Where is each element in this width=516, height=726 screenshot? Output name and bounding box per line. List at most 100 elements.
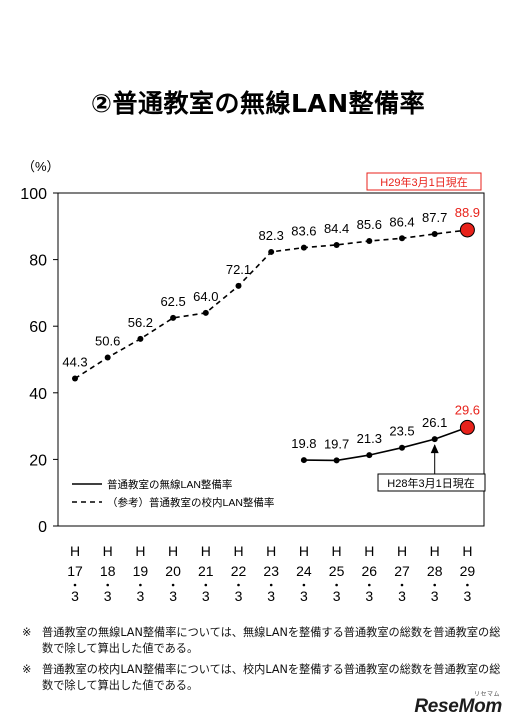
series-1-point (333, 457, 340, 464)
series-2-data-label: 56.2 (128, 315, 153, 330)
footnote-text: 普通教室の無線LAN整備率については、無線LANを整備する普通教室の総数を普通教… (42, 626, 501, 655)
x-tick-label-month: 3 (235, 588, 243, 604)
x-tick-separator (139, 583, 142, 587)
series-2-point (366, 237, 373, 244)
series-2-data-label: 87.7 (422, 210, 447, 225)
series-2-data-label: 82.3 (259, 228, 284, 243)
series-2-point (300, 244, 307, 251)
y-axis-label: （%） (22, 159, 60, 174)
x-tick-label-year: 22 (231, 563, 247, 579)
x-tick-separator (400, 583, 404, 587)
x-tick-separator (204, 583, 208, 587)
x-tick-label-era: H (168, 543, 178, 559)
x-tick-separator (466, 583, 469, 587)
x-tick-label-year: 21 (198, 563, 214, 579)
x-tick-separator (368, 583, 371, 587)
series-2-data-label: 44.3 (62, 354, 87, 369)
x-tick-label-month: 3 (169, 588, 177, 604)
series-2-data-label: 84.4 (324, 221, 349, 236)
x-tick-separator (335, 583, 338, 587)
series-1-data-label: 19.8 (291, 436, 316, 451)
footnote-1: ※ 普通教室の無線LAN整備率については、無線LANを整備する普通教室の総数を普… (22, 625, 502, 657)
x-tick-label-year: 17 (67, 563, 83, 579)
chart-title: ②普通教室の無線LAN整備率 (90, 89, 426, 118)
x-tick-label-month: 3 (202, 588, 210, 604)
x-tick-label-month: 3 (333, 588, 341, 604)
series-1-data-label: 21.3 (357, 431, 382, 446)
series-1-data-label: 19.7 (324, 436, 349, 451)
x-tick-label-month: 3 (365, 588, 373, 604)
x-tick-label-month: 3 (398, 588, 406, 604)
annotation-arrow-head (430, 444, 439, 454)
x-tick-separator (237, 583, 240, 587)
y-tick-label: 0 (38, 519, 47, 536)
y-tick-label: 60 (29, 319, 47, 336)
series-1-data-label: 23.5 (389, 424, 414, 439)
series-2-point (72, 375, 78, 382)
x-tick-label-year: 23 (263, 563, 279, 579)
x-tick-separator (106, 583, 109, 587)
footnote-text: 普通教室の校内LAN整備率については、校内LANを整備する普通教室の総数を普通教… (42, 663, 501, 692)
annotation-h28-text: H28年3月1日現在 (387, 476, 474, 490)
x-tick-label-month: 3 (104, 588, 112, 604)
resemom-logo: ReseMom リセマム (414, 692, 502, 718)
annotation-box-h28 (377, 473, 486, 492)
x-tick-label-year: 20 (165, 563, 181, 579)
series-2-data-label: 88.9 (455, 205, 480, 220)
series-2-data-label: 64.0 (193, 289, 218, 304)
x-tick-label-era: H (233, 543, 243, 559)
x-tick-label-era: H (397, 543, 407, 559)
series-2-data-label: 83.6 (291, 224, 316, 239)
x-tick-label-era: H (135, 543, 145, 559)
logo-text: ReseMom (414, 696, 502, 717)
series-1-point (399, 444, 405, 451)
footnote-2: ※ 普通教室の校内LAN整備率については、校内LANを整備する普通教室の総数を普… (22, 662, 502, 694)
x-tick-separator (433, 583, 437, 587)
x-tick-label-year: 29 (460, 563, 476, 579)
series-2-point (268, 248, 275, 255)
series-2-data-label: 86.4 (389, 214, 414, 229)
x-tick-label-year: 19 (133, 563, 149, 579)
series-2-point (170, 314, 177, 321)
x-tick-label-month: 3 (300, 588, 308, 604)
plot-frame (57, 192, 485, 527)
x-tick-label-era: H (70, 543, 80, 559)
series-2-point (333, 241, 340, 248)
x-tick-label-year: 25 (329, 563, 345, 579)
x-tick-label-year: 18 (100, 563, 116, 579)
series-2-data-label: 72.1 (226, 262, 251, 277)
x-tick-separator (73, 583, 77, 587)
x-tick-separator (269, 583, 273, 587)
x-tick-label-year: 28 (427, 563, 443, 579)
footnotes: ※ 普通教室の無線LAN整備率については、無線LANを整備する普通教室の総数を普… (22, 625, 502, 699)
y-tick-label: 100 (20, 186, 47, 203)
series-2-data-label: 85.6 (357, 217, 382, 232)
x-tick-label-era: H (332, 543, 342, 559)
x-tick-separator (171, 583, 175, 587)
series-2-point (235, 282, 242, 289)
x-tick-label-era: H (103, 543, 113, 559)
series-1-latest-point (459, 419, 475, 435)
x-tick-separator (302, 583, 306, 587)
series-2-point (104, 354, 111, 361)
x-tick-label-month: 3 (267, 588, 275, 604)
x-tick-label-year: 24 (296, 563, 312, 579)
series-1-point (366, 452, 373, 459)
legend-label: （参考）普通教室の校内LAN整備率 (107, 496, 274, 509)
x-tick-label-month: 3 (71, 588, 79, 604)
x-tick-label-era: H (201, 543, 211, 559)
series-2-data-label: 62.5 (160, 294, 185, 309)
series-2-data-label: 50.6 (95, 334, 120, 349)
series-1-point (300, 457, 307, 464)
legend-label: 普通教室の無線LAN整備率 (107, 478, 232, 491)
x-tick-label-month: 3 (431, 588, 439, 604)
annotation-h29-text: H29年3月1日現在 (380, 175, 467, 189)
x-tick-label-year: 27 (394, 563, 410, 579)
x-tick-label-month: 3 (137, 588, 145, 604)
x-tick-label-era: H (462, 543, 472, 559)
footnote-mark: ※ (22, 626, 32, 639)
footnote-mark: ※ (22, 663, 32, 676)
x-tick-label-month: 3 (464, 588, 472, 604)
series-2-latest-point (459, 222, 475, 238)
x-tick-label-era: H (364, 543, 374, 559)
